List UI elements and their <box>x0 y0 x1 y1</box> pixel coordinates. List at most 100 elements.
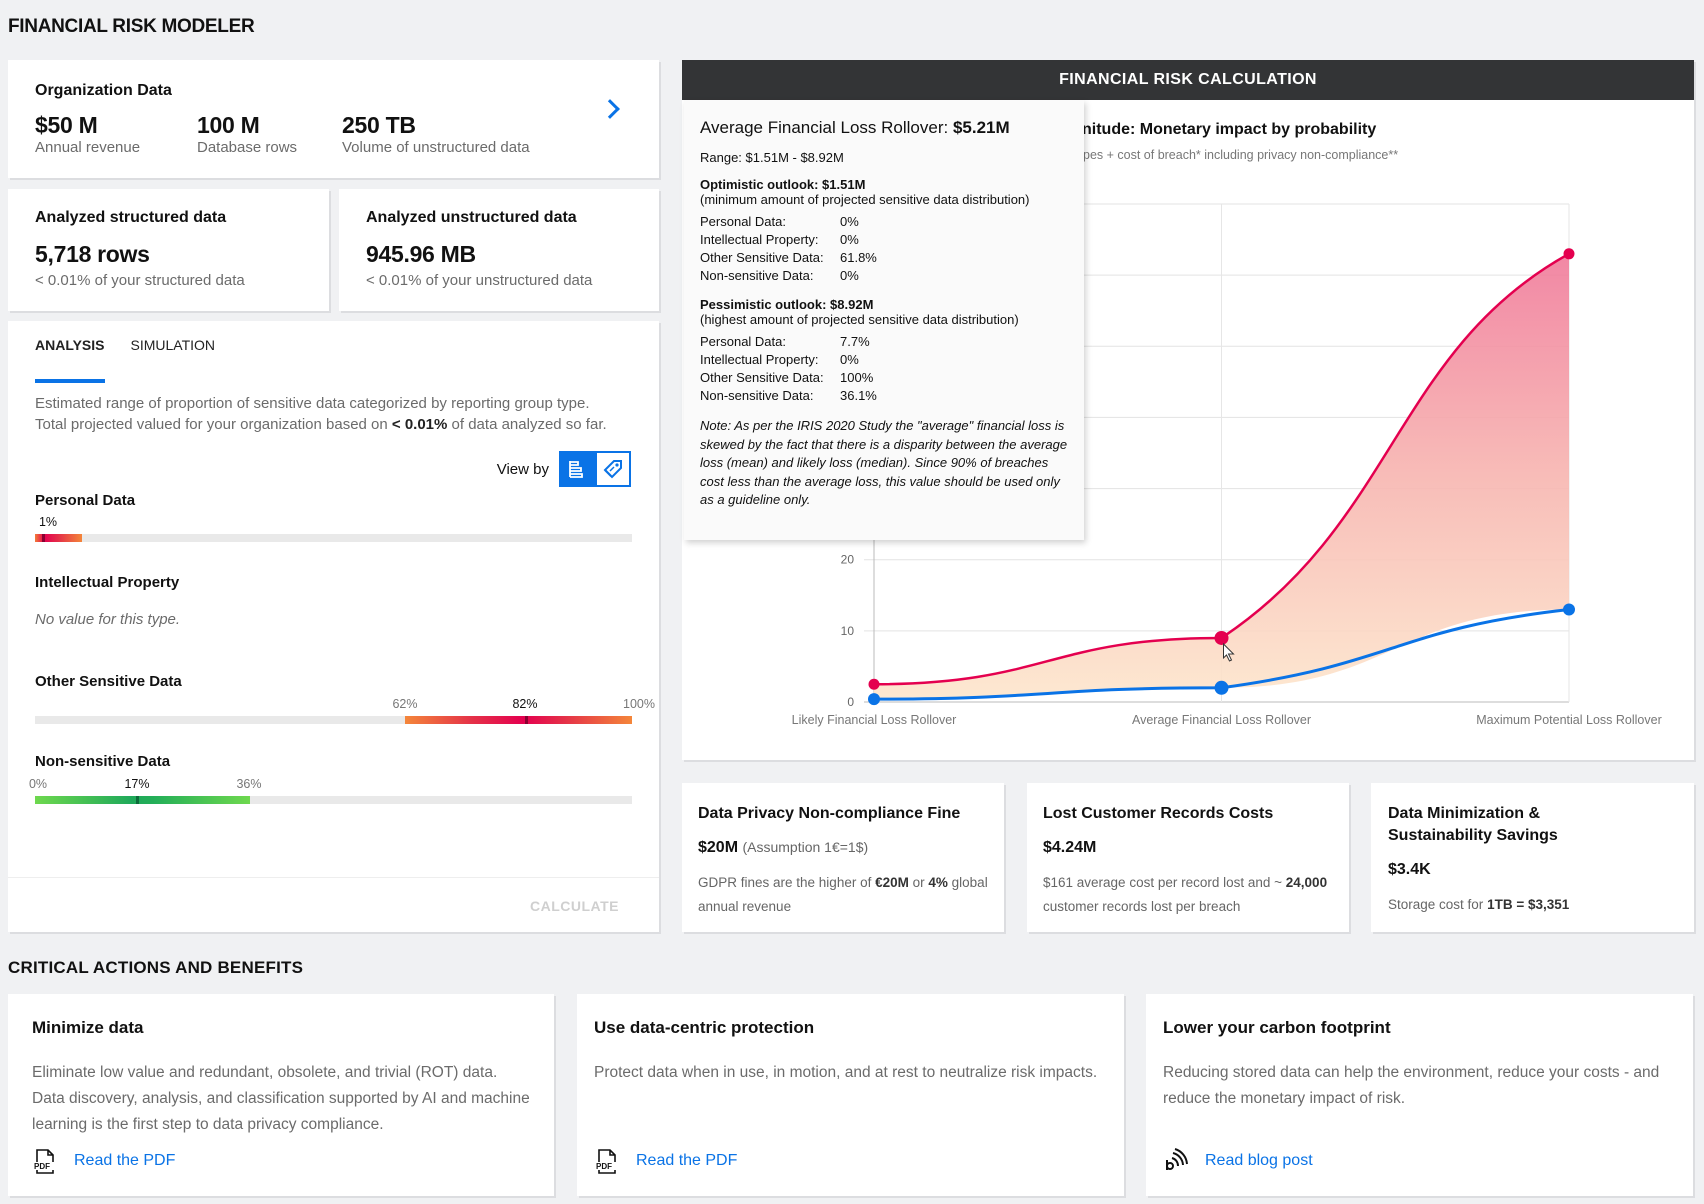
row-value: 36.1% <box>840 388 877 403</box>
category-non-sensitive: Non-sensitive Data 0% 17% 36% <box>29 753 635 804</box>
optimistic-point <box>1563 603 1575 616</box>
range-bar <box>35 796 632 804</box>
y-tick-label: 0 <box>847 695 854 709</box>
tooltip-row: Other Sensitive Data: 100% <box>700 369 1068 387</box>
read-pdf-link[interactable]: Read the PDF <box>74 1152 176 1169</box>
cost-value: $20M (Assumption 1€=1$) <box>698 839 988 857</box>
card-title: Analyzed unstructured data <box>366 209 577 226</box>
action-link-row: PDF Read the PDF <box>594 1148 737 1174</box>
x-tick-label: Maximum Potential Loss Rollover <box>1476 713 1662 727</box>
range-fill <box>35 796 250 804</box>
x-tick-label: Average Financial Loss Rollover <box>1132 713 1311 727</box>
tooltip-row: Other Sensitive Data: 61.8% <box>700 249 1068 267</box>
no-value-text: No value for this type. <box>35 611 181 628</box>
view-by-tag-button[interactable] <box>595 451 631 487</box>
read-blog-link[interactable]: Read blog post <box>1205 1152 1313 1169</box>
organization-data-card: Organization Data $50 M Annual revenue 1… <box>8 60 659 178</box>
tooltip-row: Intellectual Property: 0% <box>700 231 1068 249</box>
chart-title: nitude: Monetary impact by probability <box>1082 121 1377 138</box>
cost-card-savings: Data Minimization & Sustainability Savin… <box>1371 783 1694 932</box>
category-name: Non-sensitive Data <box>35 753 171 770</box>
tooltip-note: Note: As per the IRIS 2020 Study the "av… <box>700 418 1068 507</box>
tooltip-row: Non-sensitive Data: 0% <box>700 267 1068 285</box>
cost-card-records: Lost Customer Records Costs $4.24M $161 … <box>1027 783 1349 932</box>
action-text: Eliminate low value and redundant, obsol… <box>32 1064 530 1133</box>
row-label: Intellectual Property: <box>700 352 819 367</box>
pessimistic-sub: (highest amount of projected sensitive d… <box>700 312 1019 327</box>
action-link-row: Read blog post <box>1163 1148 1313 1174</box>
analysis-description: Estimated range of proportion of sensiti… <box>35 393 635 435</box>
row-value: 0% <box>840 268 859 283</box>
y-tick-label: 20 <box>841 553 855 567</box>
row-label: Other Sensitive Data: <box>700 250 824 265</box>
max-label: 100% <box>623 697 655 711</box>
action-title: Minimize data <box>32 1018 144 1037</box>
action-title: Use data-centric protection <box>594 1018 815 1037</box>
svg-text:PDF: PDF <box>596 1162 612 1171</box>
tooltip-row: Non-sensitive Data: 36.1% <box>700 387 1068 405</box>
min-label: 0% <box>28 777 48 791</box>
page-title: FINANCIAL RISK MODELER <box>8 16 255 37</box>
tooltip-row: Intellectual Property: 0% <box>700 351 1068 369</box>
likely-marker <box>136 796 139 804</box>
range-area <box>874 253 1569 700</box>
x-tick-label: Likely Financial Loss Rollover <box>792 713 957 727</box>
card-value: 945.96 MB <box>366 241 476 267</box>
row-value: 0% <box>840 232 859 247</box>
stat-unstructured: 250 TB Volume of unstructured data <box>342 112 530 156</box>
cost-card-fine: Data Privacy Non-compliance Fine $20M (A… <box>682 783 1004 932</box>
row-value: 100% <box>840 370 874 385</box>
category-other-sensitive: Other Sensitive Data 62% 82% 100% <box>35 673 655 724</box>
chevron-right-icon[interactable] <box>600 99 620 119</box>
cost-value-text: $20M <box>698 839 739 856</box>
likely-label: 82% <box>512 697 538 711</box>
optimistic-point <box>1214 680 1229 695</box>
pessimistic-point <box>868 678 880 690</box>
read-pdf-link[interactable]: Read the PDF <box>636 1152 738 1169</box>
tooltip-row: Personal Data: 0% <box>700 213 1068 231</box>
cost-text: Storage cost for 1TB = $3,351 <box>1388 897 1570 912</box>
range-bar <box>35 716 632 724</box>
bar-list-icon <box>569 461 583 478</box>
category-name: Other Sensitive Data <box>35 673 182 690</box>
stat-label: Volume of unstructured data <box>342 139 530 156</box>
max-label: 36% <box>236 777 262 791</box>
row-value: 0% <box>840 214 859 229</box>
desc-line: Total projected valued for your organiza… <box>35 414 635 435</box>
blog-icon <box>1166 1148 1188 1170</box>
stat-revenue: $50 M Annual revenue <box>35 112 140 156</box>
stat-label: Annual revenue <box>35 139 141 156</box>
tooltip-title-text: Average Financial Loss Rollover: <box>700 118 953 137</box>
desc-line: Estimated range of proportion of sensiti… <box>35 395 590 412</box>
min-label: 62% <box>392 697 418 711</box>
tooltip-row: Personal Data: 7.7% <box>700 333 1068 351</box>
cost-title: Data Privacy Non-compliance Fine <box>698 805 961 822</box>
mouse-cursor-icon <box>1223 642 1235 662</box>
category-personal-data: Personal Data 1% <box>35 492 635 542</box>
tooltip-title-value: $5.21M <box>952 118 1010 137</box>
card-title: Analyzed structured data <box>35 209 227 226</box>
calculate-button[interactable]: CALCULATE <box>529 898 619 914</box>
analyzed-structured-card: Analyzed structured data 5,718 rows < 0.… <box>8 189 329 311</box>
pdf-icon: PDF <box>34 1149 54 1174</box>
view-by-bars-button[interactable] <box>559 451 595 487</box>
likely-marker <box>42 534 45 542</box>
range-fill <box>35 534 82 542</box>
cost-title: Lost Customer Records Costs <box>1043 805 1274 822</box>
tab-bar: ANALYSIS SIMULATION <box>35 337 215 383</box>
row-value: 7.7% <box>840 334 870 349</box>
likely-label: 17% <box>124 777 150 791</box>
category-name: Personal Data <box>35 492 136 509</box>
analysis-card: ANALYSIS SIMULATION Estimated range of p… <box>8 321 659 932</box>
optimistic-point <box>868 693 880 706</box>
tab-simulation[interactable]: SIMULATION <box>130 337 216 353</box>
stat-label: Database rows <box>197 139 298 156</box>
tab-analysis[interactable]: ANALYSIS <box>35 337 105 383</box>
action-link-row: PDF Read the PDF <box>32 1148 175 1174</box>
org-title: Organization Data <box>35 82 172 99</box>
analyzed-unstructured-card: Analyzed unstructured data 945.96 MB < 0… <box>339 189 659 311</box>
pessimistic-point <box>1563 248 1575 260</box>
stat-value: $50 M <box>35 112 98 138</box>
chart-tooltip: Average Financial Loss Rollover: $5.21M … <box>684 100 1084 540</box>
critical-actions-title: CRITICAL ACTIONS AND BENEFITS <box>8 958 304 977</box>
